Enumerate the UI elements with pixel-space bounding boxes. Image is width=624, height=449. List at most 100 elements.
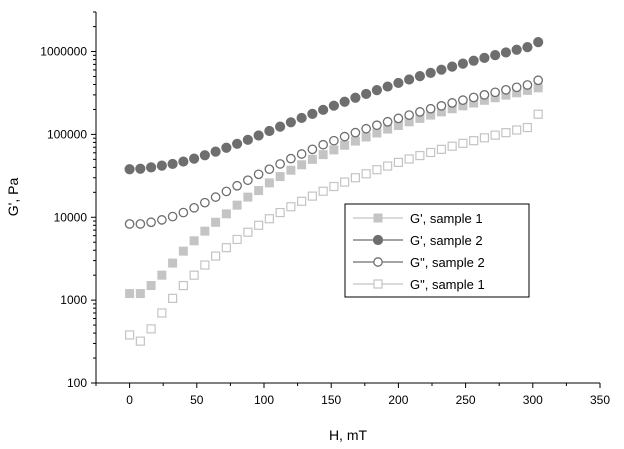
data-point: [167, 158, 178, 170]
data-point: [125, 289, 135, 299]
data-point: [318, 150, 328, 160]
data-point: [512, 125, 522, 135]
data-point: [243, 175, 253, 186]
data-point: [124, 219, 135, 229]
data-point: [372, 120, 382, 131]
data-point: [382, 81, 393, 92]
series-3: [124, 75, 544, 229]
data-point: [457, 58, 469, 69]
x-axis-label: H, mT: [329, 427, 368, 443]
legend-item: G", sample 2: [353, 255, 485, 270]
data-point: [275, 172, 285, 182]
y-axis-label: G', Pa: [5, 178, 21, 217]
data-point: [253, 130, 264, 141]
data-point: [350, 127, 361, 138]
data-point: [447, 61, 458, 72]
data-point: [339, 131, 350, 142]
y-tick-label: 10000: [54, 210, 88, 224]
y-tick-label: 1000000: [40, 45, 87, 59]
data-point: [211, 251, 221, 261]
data-point: [361, 132, 371, 142]
legend-label: G", sample 1: [410, 277, 485, 292]
legend-label: G', sample 2: [410, 233, 483, 248]
data-point: [372, 128, 382, 138]
data-point: [178, 280, 188, 291]
data-point: [157, 270, 167, 280]
data-point: [426, 147, 436, 158]
data-point: [178, 156, 189, 167]
data-point: [146, 324, 156, 334]
data-point: [318, 104, 329, 115]
data-point: [135, 289, 145, 299]
data-point: [469, 136, 479, 146]
data-point: [264, 178, 274, 188]
data-point: [393, 113, 404, 124]
data-point: [329, 135, 339, 146]
series-2: [124, 36, 544, 175]
data-point: [135, 219, 146, 229]
data-point: [447, 141, 457, 151]
data-point: [458, 138, 468, 148]
data-point: [232, 200, 242, 210]
data-point: [307, 108, 318, 119]
data-point: [329, 181, 339, 192]
x-tick-label: 100: [254, 393, 274, 407]
data-point: [243, 227, 253, 237]
y-tick-label: 100: [67, 376, 87, 390]
legend-marker: [373, 257, 383, 267]
data-point: [146, 281, 156, 291]
data-point: [189, 236, 199, 246]
data-point: [221, 209, 231, 219]
data-point: [178, 207, 189, 218]
data-point: [404, 154, 414, 164]
legend-item: G', sample 1: [353, 211, 483, 226]
data-point: [522, 122, 533, 133]
data-point: [501, 128, 511, 138]
series-1: [125, 83, 543, 299]
data-point: [350, 92, 361, 103]
data-point: [393, 157, 403, 167]
data-point: [404, 74, 415, 85]
data-point: [479, 52, 490, 63]
data-point: [490, 130, 500, 140]
x-tick-label: 200: [388, 393, 408, 407]
data-point: [340, 140, 350, 150]
data-point: [328, 100, 339, 111]
data-point: [135, 163, 146, 174]
data-point: [479, 133, 490, 143]
data-point: [490, 87, 501, 98]
data-point: [361, 169, 371, 179]
data-point: [340, 177, 350, 187]
data-point: [511, 82, 522, 93]
data-point: [339, 96, 350, 107]
data-point: [447, 98, 458, 108]
data-point: [221, 243, 231, 253]
data-point: [522, 80, 533, 90]
data-point: [168, 258, 178, 268]
data-point: [242, 134, 253, 145]
data-point: [490, 50, 501, 61]
data-point: [361, 88, 372, 100]
data-point: [415, 150, 425, 161]
data-point: [200, 226, 210, 236]
data-point: [264, 214, 274, 224]
data-point: [468, 55, 479, 66]
x-ticks: 0 50 100 150 200 250 300 350: [95, 383, 610, 407]
data-point: [210, 192, 221, 202]
data-point: [124, 164, 135, 175]
y-tick-label: 100000: [47, 127, 87, 141]
data-point: [156, 160, 167, 171]
data-point: [436, 101, 447, 111]
data-point: [286, 153, 296, 164]
series-4: [124, 109, 543, 346]
data-point: [232, 138, 243, 149]
legend-items: G', sample 1 G', sample 2 G", sample 2 G", …: [353, 211, 485, 292]
data-point: [157, 215, 167, 225]
x-tick-label: 0: [126, 393, 133, 407]
x-tick-label: 50: [190, 393, 204, 407]
data-point: [189, 202, 199, 213]
data-point: [189, 153, 200, 164]
data-point: [200, 197, 210, 208]
data-point: [511, 44, 522, 55]
